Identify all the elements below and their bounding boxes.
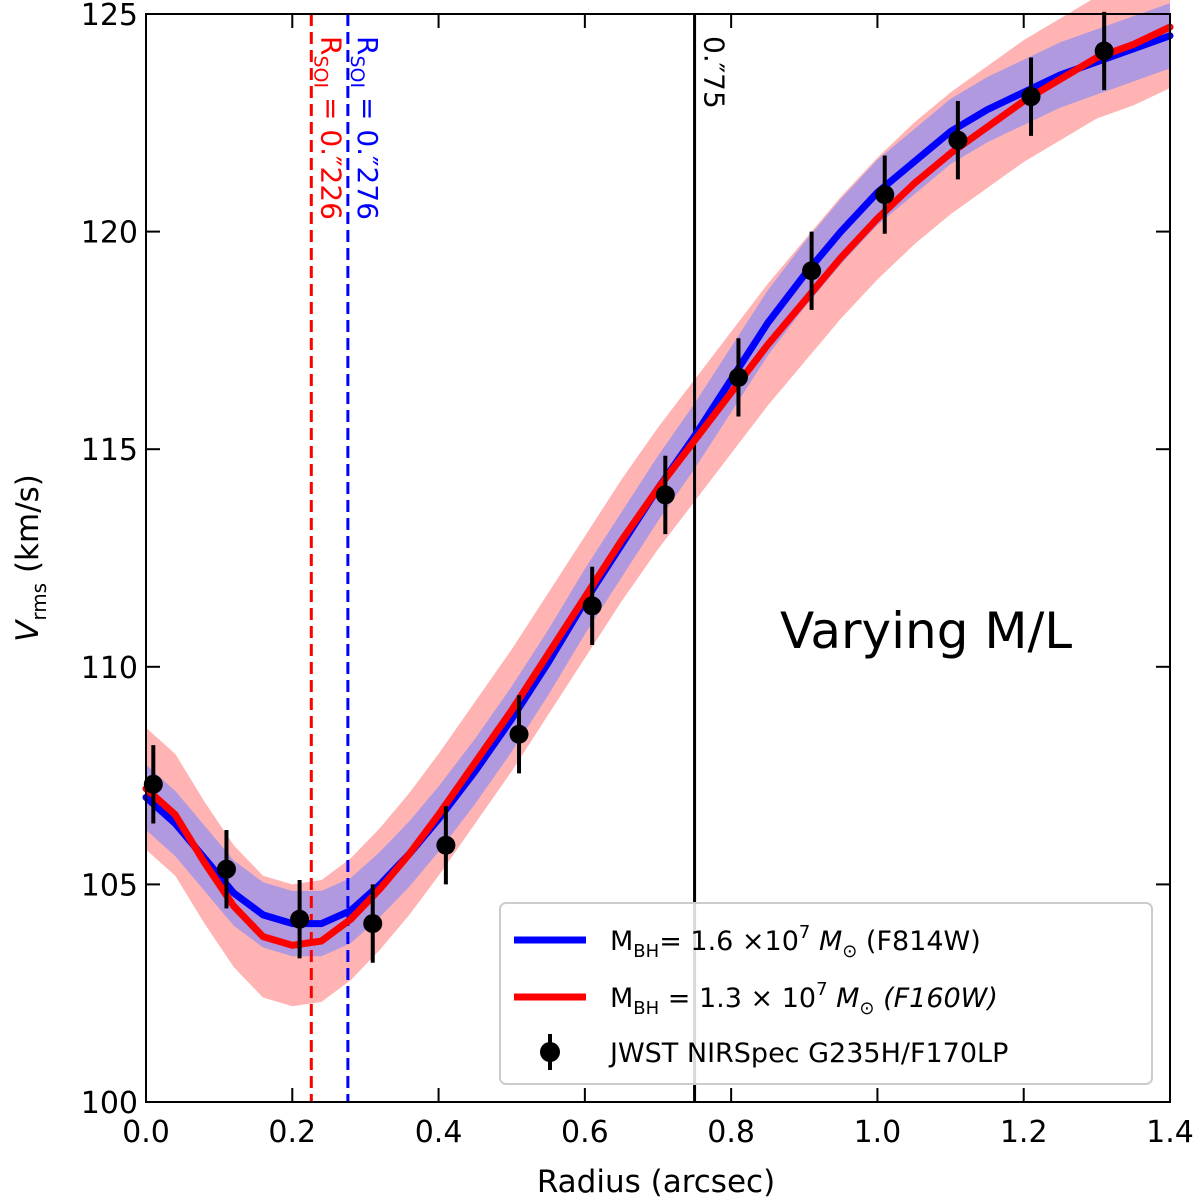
data-points — [143, 11, 1114, 963]
y-tick-label: 100 — [81, 1086, 138, 1121]
legend-text-b: = 1.6 ×10 — [659, 926, 799, 957]
marker — [582, 596, 602, 616]
x-tick-label: 0.6 — [561, 1115, 609, 1150]
data-point — [1021, 57, 1041, 136]
uncertainty-bands — [146, 0, 1170, 1007]
legend-text-sub: BH — [633, 998, 659, 1019]
data-point — [509, 695, 529, 774]
y-axis-label: Vrms (km/s) — [10, 474, 51, 642]
vline-label-0: RSOI = 0.″226 — [309, 36, 347, 220]
curve-f160w — [142, 23, 1174, 949]
vline-label-1: RSOI = 0.″276 — [346, 36, 384, 220]
y-axis-label-sub: rms — [27, 583, 51, 621]
y-tick-label: 115 — [81, 433, 138, 468]
data-point — [216, 830, 236, 909]
x-tick-label: 1.0 — [854, 1115, 902, 1150]
x-tick-label: 0.0 — [122, 1115, 170, 1150]
y-axis-label-unit: (km/s) — [10, 474, 46, 583]
legend-text-c: (F160W) — [875, 983, 998, 1014]
data-point — [948, 101, 968, 180]
data-point — [875, 155, 895, 234]
legend-label: MBH = 1.3 × 107 M⊙ (F160W) — [610, 979, 998, 1019]
data-point — [655, 455, 675, 535]
marker — [216, 859, 236, 879]
vline-label-main: R — [351, 36, 384, 55]
y-tick-label: 105 — [81, 868, 138, 903]
x-tick-label: 1.2 — [1000, 1115, 1048, 1150]
vline-label-main: 0.″75 — [698, 36, 731, 109]
vline-label-rest: = 0.″276 — [351, 88, 384, 220]
vline-label-main: R — [314, 36, 347, 55]
data-point — [143, 745, 163, 824]
axes: 0.0 0.2 0.4 0.6 0.8 1.0 1.2 1.4 100 105 110 115 120 1… — [81, 0, 1194, 1150]
y-tick-label: 110 — [81, 651, 138, 686]
marker — [436, 835, 456, 855]
vline-label-sub: SOI — [346, 55, 368, 88]
data-point — [363, 884, 383, 963]
legend-box — [499, 902, 1153, 1085]
y-tick-label: 120 — [81, 216, 138, 251]
vline-label-2: 0.″75 — [698, 36, 731, 109]
marker — [363, 914, 383, 934]
x-axis-label: Radius (arcsec) — [537, 1164, 775, 1200]
legend-label: MBH= 1.6 ×107 M⊙ (F814W) — [610, 922, 981, 962]
legend-text-exp: 7 — [816, 979, 827, 1000]
vline-label-rest: = 0.″226 — [314, 88, 347, 220]
data-point — [1094, 11, 1114, 91]
marker — [1021, 87, 1041, 107]
legend: MBH= 1.6 ×107 M⊙ (F814W)MBH = 1.3 × 107 … — [499, 902, 1153, 1085]
marker — [290, 909, 310, 929]
legend-text-exp: 7 — [799, 922, 810, 943]
y-tick-label: 125 — [81, 0, 138, 33]
annotation-varying-ml: Varying M/L — [780, 602, 1072, 660]
legend-text-sun: ⊙ — [859, 998, 874, 1019]
vline-label-sub: SOI — [309, 55, 331, 88]
marker — [948, 130, 968, 150]
marker — [655, 485, 675, 505]
legend-text-b: = 1.3 × 10 — [659, 983, 816, 1014]
y-axis-label-main: V — [10, 618, 46, 642]
plot-frame — [145, 13, 1171, 1103]
legend-text-c: (F814W) — [857, 926, 980, 957]
legend-label: JWST NIRSpec G235H/F170LP — [608, 1038, 1008, 1069]
x-tick-label: 0.4 — [415, 1115, 463, 1150]
band-f814w — [146, 3, 1170, 957]
data-point — [290, 880, 310, 959]
legend-text-a: M — [610, 983, 633, 1014]
data-point — [728, 338, 748, 417]
legend-text-m: M — [810, 926, 842, 957]
legend-text-sub: BH — [633, 941, 659, 962]
legend-text-m: M — [828, 983, 860, 1014]
data-point — [582, 566, 602, 646]
marker — [875, 185, 895, 205]
legend-marker — [540, 1042, 560, 1062]
marker — [728, 367, 748, 387]
legend-text-a: JWST NIRSpec G235H/F170LP — [608, 1038, 1008, 1069]
legend-text-a: M — [610, 926, 633, 957]
legend-text-sun: ⊙ — [842, 941, 857, 962]
data-point — [436, 806, 456, 885]
marker — [802, 261, 822, 281]
data-point — [802, 231, 822, 310]
x-tick-label: 0.8 — [707, 1115, 755, 1150]
marker — [143, 774, 163, 794]
x-tick-label: 1.4 — [1146, 1115, 1194, 1150]
marker — [509, 724, 529, 744]
x-tick-label: 0.2 — [268, 1115, 316, 1150]
marker — [1094, 41, 1114, 61]
